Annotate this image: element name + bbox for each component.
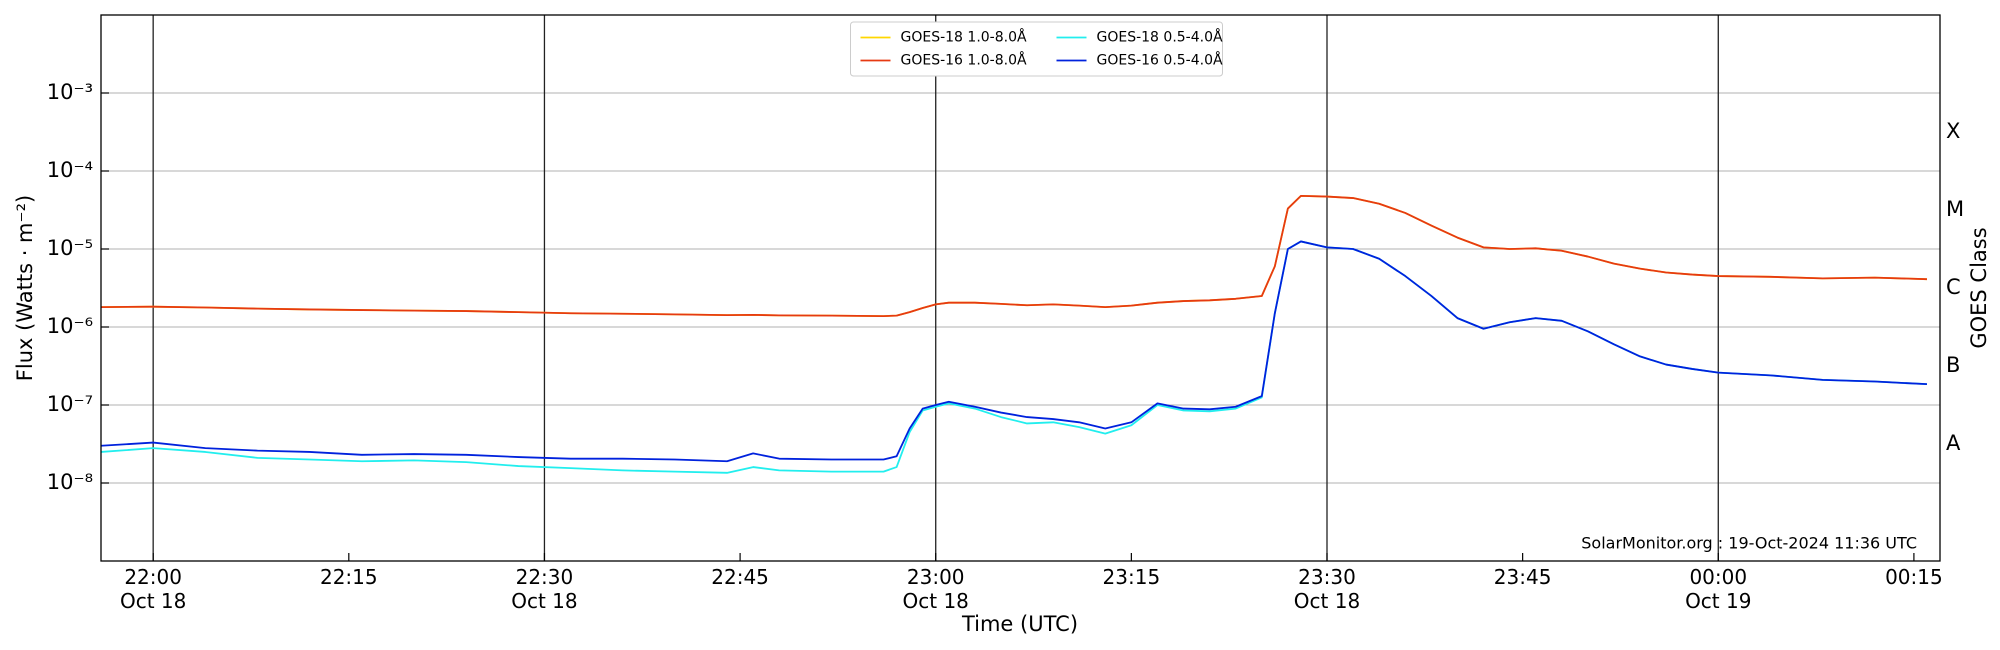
y2-tick-label: C bbox=[1946, 275, 1961, 299]
y-tick-label: 10⁻⁶ bbox=[47, 314, 93, 338]
y2-tick-label: M bbox=[1946, 197, 1964, 221]
y-tick-label: 10⁻⁷ bbox=[47, 392, 93, 416]
x-tick-label: 23:00 Oct 18 bbox=[902, 565, 969, 613]
x-tick-label: 00:15 bbox=[1885, 565, 1943, 589]
x-tick-label: 00:00 Oct 19 bbox=[1685, 565, 1752, 613]
data-line bbox=[100, 194, 1927, 317]
y-tick-label: 10⁻³ bbox=[47, 80, 93, 104]
y2-axis-label: GOES Class bbox=[1967, 227, 1991, 348]
legend-label: GOES-18 1.0-8.0Å bbox=[901, 29, 1027, 46]
annotation: SolarMonitor.org : 19-Oct-2024 11:36 UTC bbox=[1581, 534, 1917, 553]
x-tick-label: 23:45 bbox=[1493, 565, 1552, 589]
legend-label: GOES-18 0.5-4.0Å bbox=[1097, 29, 1223, 46]
legend-box bbox=[850, 21, 1223, 77]
y2-tick-label: A bbox=[1946, 431, 1961, 455]
x-axis-label: Time (UTC) bbox=[961, 612, 1078, 636]
x-tick-label: 23:15 bbox=[1102, 565, 1161, 589]
y2-tick-label: X bbox=[1946, 119, 1960, 143]
x-tick-label: 22:30 Oct 18 bbox=[511, 565, 578, 613]
y-axis-label: Flux (Watts · m⁻²) bbox=[13, 195, 37, 381]
data-line bbox=[100, 240, 1928, 474]
data-line bbox=[100, 240, 1928, 463]
plot-frame bbox=[100, 14, 1941, 562]
y-tick-label: 10⁻⁴ bbox=[47, 158, 93, 182]
y-tick-label: 10⁻⁵ bbox=[47, 236, 93, 260]
x-tick-label: 22:15 bbox=[319, 565, 378, 589]
legend-label: GOES-16 1.0-8.0Å bbox=[901, 52, 1027, 69]
data-line bbox=[100, 194, 1927, 317]
y-tick-label: 10⁻⁸ bbox=[47, 470, 93, 494]
x-tick-label: 23:30 Oct 18 bbox=[1293, 565, 1361, 613]
legend: GOES-18 1.0-8.0Å GOES-16 1.0-8.0Å GOES-18 … bbox=[850, 21, 1223, 77]
x-tick-label: 22:00 Oct 18 bbox=[119, 565, 187, 613]
x-tick-label: 22:45 bbox=[711, 565, 769, 589]
y2-tick-label: B bbox=[1946, 353, 1960, 377]
legend-label: GOES-16 0.5-4.0Å bbox=[1097, 52, 1223, 69]
